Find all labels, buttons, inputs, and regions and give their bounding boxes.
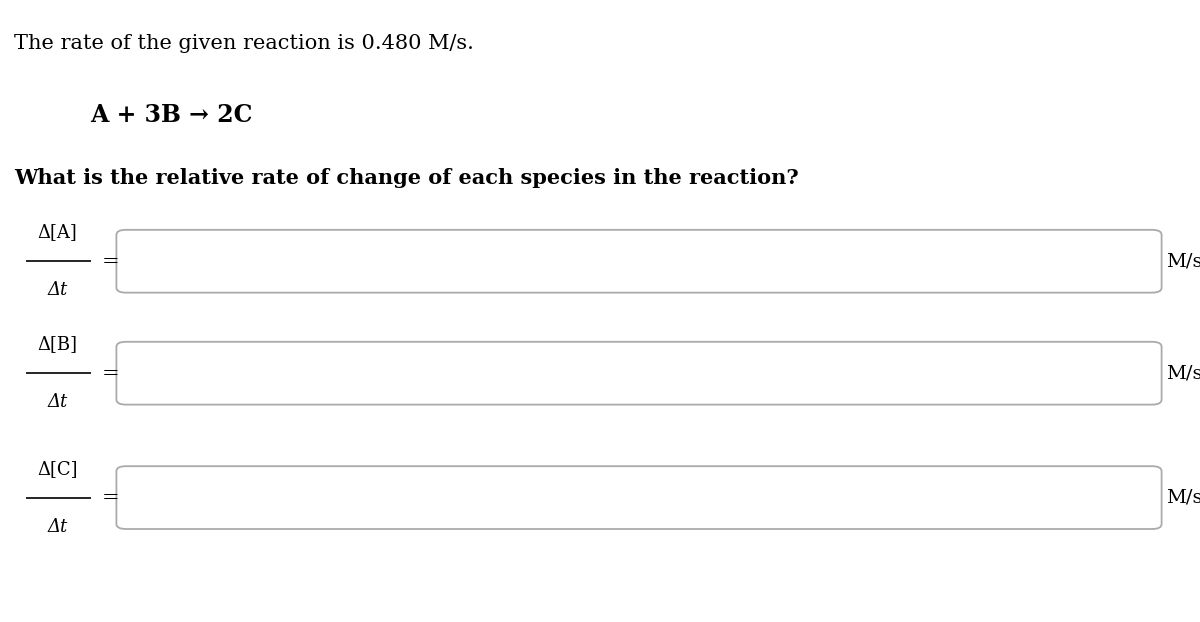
Text: M/s: M/s <box>1166 253 1200 270</box>
Text: =: = <box>102 488 119 507</box>
Text: What is the relative rate of change of each species in the reaction?: What is the relative rate of change of e… <box>14 168 799 188</box>
Text: =: = <box>102 364 119 383</box>
Text: A + 3B → 2C: A + 3B → 2C <box>90 103 252 127</box>
Text: Δ[A]: Δ[A] <box>37 223 78 241</box>
Text: Δt: Δt <box>48 518 67 536</box>
Text: Δ[C]: Δ[C] <box>37 460 78 478</box>
Text: Δt: Δt <box>48 281 67 299</box>
FancyBboxPatch shape <box>116 466 1162 529</box>
Text: =: = <box>102 252 119 271</box>
Text: The rate of the given reaction is 0.480 M/s.: The rate of the given reaction is 0.480 … <box>14 34 474 53</box>
Text: Δ[B]: Δ[B] <box>37 335 78 353</box>
FancyBboxPatch shape <box>116 230 1162 293</box>
Text: M/s: M/s <box>1166 364 1200 382</box>
FancyBboxPatch shape <box>116 342 1162 404</box>
Text: M/s: M/s <box>1166 489 1200 506</box>
Text: Δt: Δt <box>48 393 67 411</box>
